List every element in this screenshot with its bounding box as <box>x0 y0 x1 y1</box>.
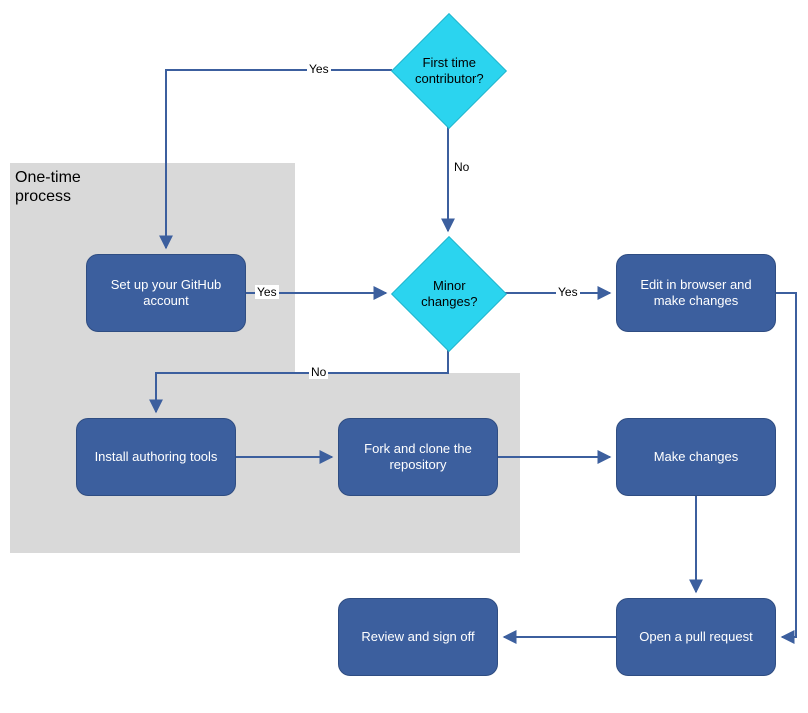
node-first-time-contributor-label: First time contributor? <box>409 55 489 86</box>
edge-label-firsttime-no: No <box>452 160 471 174</box>
edge-label-minor-no: No <box>309 365 328 379</box>
node-fork-clone-label: Fork and clone the repository <box>345 441 491 474</box>
edge-label-setup-yes: Yes <box>255 285 279 299</box>
node-setup-github: Set up your GitHub account <box>86 254 246 332</box>
node-make-changes-label: Make changes <box>654 449 739 465</box>
node-setup-github-label: Set up your GitHub account <box>93 277 239 310</box>
node-install-tools-label: Install authoring tools <box>95 449 218 465</box>
edge-browser-to-pr <box>776 293 796 637</box>
node-open-pr: Open a pull request <box>616 598 776 676</box>
node-review-label: Review and sign off <box>361 629 474 645</box>
onetime-region-label: One-time process <box>15 168 81 206</box>
node-edit-browser: Edit in browser and make changes <box>616 254 776 332</box>
edge-label-firsttime-yes: Yes <box>307 62 331 76</box>
node-make-changes: Make changes <box>616 418 776 496</box>
node-fork-clone: Fork and clone the repository <box>338 418 498 496</box>
node-install-tools: Install authoring tools <box>76 418 236 496</box>
node-minor-changes-label: Minor changes? <box>409 278 489 309</box>
node-edit-browser-label: Edit in browser and make changes <box>623 277 769 310</box>
edge-label-minor-yes: Yes <box>556 285 580 299</box>
node-review: Review and sign off <box>338 598 498 676</box>
node-first-time-contributor: First time contributor? <box>391 13 507 129</box>
node-open-pr-label: Open a pull request <box>639 629 752 645</box>
node-minor-changes: Minor changes? <box>391 236 507 352</box>
